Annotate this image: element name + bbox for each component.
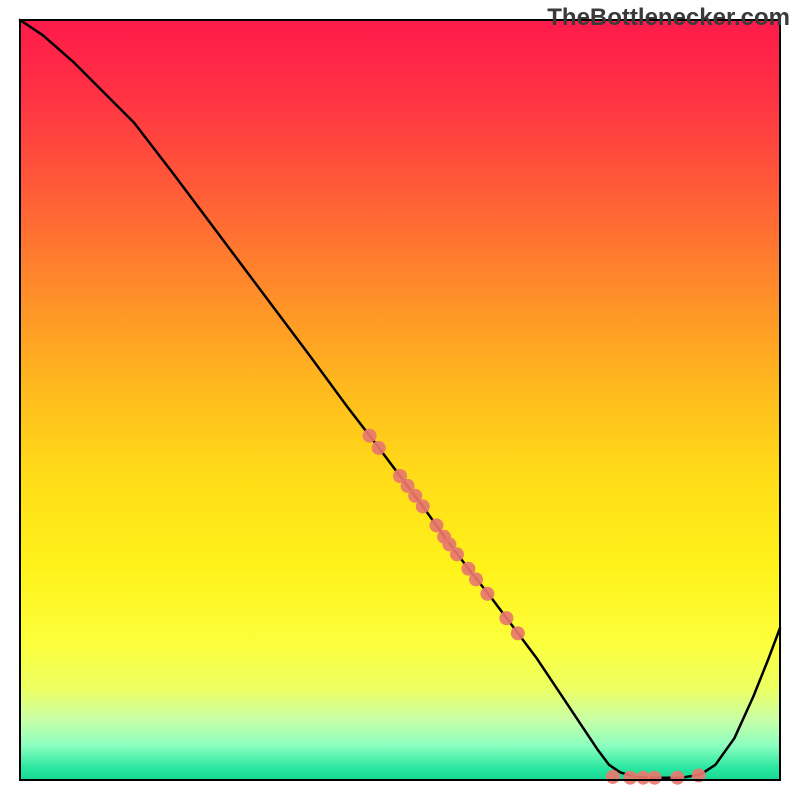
data-marker [480,587,494,601]
data-marker [363,429,377,443]
data-marker [450,547,464,561]
chart-svg [0,0,800,800]
data-marker [372,441,386,455]
data-marker [670,771,684,785]
data-marker [429,518,443,532]
chart-container: TheBottlenecker.com [0,0,800,800]
data-marker [416,499,430,513]
data-marker [499,611,513,625]
plot-background [20,20,780,780]
data-marker [606,770,620,784]
data-marker [469,572,483,586]
data-marker [623,771,637,785]
data-marker [648,771,662,785]
data-marker [511,626,525,640]
